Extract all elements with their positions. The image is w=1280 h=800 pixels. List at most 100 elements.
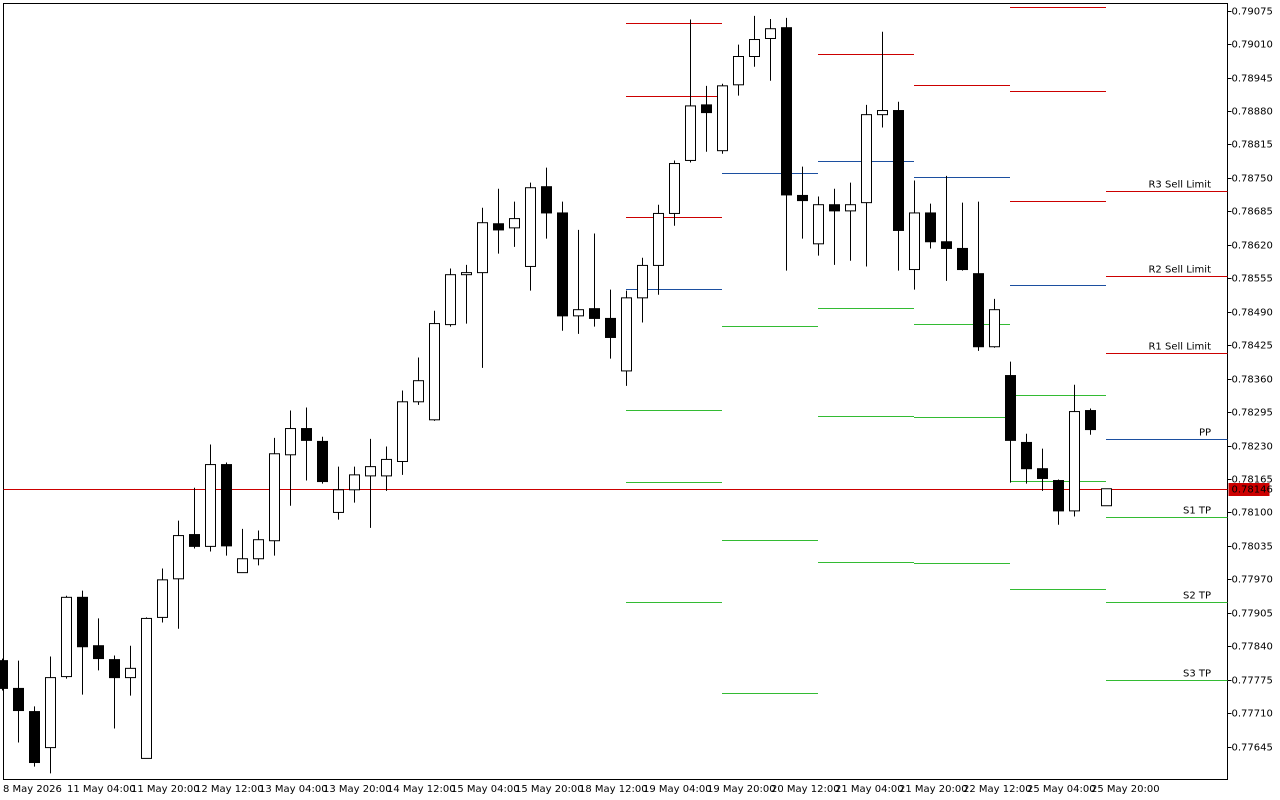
candle-body <box>669 163 680 214</box>
candle-body <box>477 222 488 274</box>
candle-body <box>717 85 728 152</box>
candle-body <box>685 105 696 161</box>
candle-body <box>797 194 808 202</box>
candle-body <box>237 558 248 574</box>
y-tick-label: 0.78685 <box>1232 207 1273 218</box>
candle-body <box>621 297 632 372</box>
candle-body <box>653 212 664 266</box>
candle-body <box>733 56 744 86</box>
candle-body <box>221 464 232 547</box>
x-tick-label: 18 May 12:00 <box>579 784 648 795</box>
candle-body <box>109 659 120 679</box>
x-tick-label: 19 May 20:00 <box>707 784 776 795</box>
x-tick-label: 8 May 2026 <box>3 784 62 795</box>
candle-body <box>557 212 568 317</box>
x-tick-label: 11 May 04:00 <box>67 784 136 795</box>
candle-body <box>381 458 392 477</box>
candle-body <box>1037 468 1048 479</box>
x-tick-label: 25 May 20:00 <box>1091 784 1160 795</box>
candle-body <box>765 28 776 39</box>
candle-body <box>541 186 552 214</box>
candle-body <box>637 264 648 299</box>
x-tick-label: 13 May 20:00 <box>323 784 392 795</box>
candle-body <box>205 464 216 547</box>
pivot-label: R2 Sell Limit <box>1148 265 1211 276</box>
candle-body <box>269 453 280 542</box>
candle-body <box>1053 480 1064 512</box>
pivot-label: PP <box>1199 428 1211 439</box>
candle-body <box>925 212 936 243</box>
y-tick-label: 0.78880 <box>1232 107 1273 118</box>
candle-body <box>1005 375 1016 441</box>
y-tick-label: 0.78815 <box>1232 140 1273 151</box>
x-tick-label: 21 May 04:00 <box>835 784 904 795</box>
candle-body <box>445 274 456 326</box>
candle-body <box>589 308 600 319</box>
y-tick-label: 0.78165 <box>1232 475 1273 486</box>
candle-body <box>349 474 360 491</box>
candle-body <box>397 401 408 462</box>
candle-body <box>973 273 984 348</box>
y-tick-label: 0.77905 <box>1232 609 1273 620</box>
candle-body <box>125 667 136 679</box>
candle-body <box>173 535 184 580</box>
pivot-label: R3 Sell Limit <box>1148 180 1211 191</box>
candle-body <box>605 317 616 338</box>
candle-body <box>877 110 888 116</box>
candle-body <box>253 539 264 560</box>
y-tick-label: 0.78490 <box>1232 308 1273 319</box>
candle-body <box>29 711 40 764</box>
candle-body <box>301 428 312 441</box>
x-tick-label: 11 May 20:00 <box>131 784 200 795</box>
candle-body <box>861 114 872 204</box>
pivot-label: R1 Sell Limit <box>1148 342 1211 353</box>
y-tick-label: 0.78035 <box>1232 542 1273 553</box>
x-tick-label: 21 May 20:00 <box>899 784 968 795</box>
x-tick-label: 14 May 12:00 <box>387 784 456 795</box>
pivot-label: S2 TP <box>1183 591 1211 602</box>
candle-body <box>781 27 792 196</box>
y-tick-label: 0.78230 <box>1232 442 1273 453</box>
y-tick-label: 0.77840 <box>1232 642 1273 653</box>
candle-body <box>413 380 424 403</box>
x-tick-label: 20 May 12:00 <box>771 784 840 795</box>
y-tick-label: 0.79075 <box>1232 7 1273 18</box>
candle-body <box>461 272 472 276</box>
candle-body <box>1069 411 1080 512</box>
candle-body <box>909 212 920 271</box>
x-tick-label: 15 May 20:00 <box>515 784 584 795</box>
candle-body <box>573 309 584 317</box>
candle-body <box>317 440 328 483</box>
candle-body <box>749 39 760 58</box>
plot-frame <box>3 3 1228 780</box>
candle-body <box>157 579 168 618</box>
candle-body <box>989 309 1000 348</box>
candle-body <box>941 241 952 249</box>
y-tick-label: 0.78750 <box>1232 174 1273 185</box>
y-tick-label: 0.78295 <box>1232 408 1273 419</box>
x-tick-label: 22 May 12:00 <box>963 784 1032 795</box>
y-tick-label: 0.78945 <box>1232 74 1273 85</box>
candle-body <box>77 596 88 648</box>
candle-body <box>1085 410 1096 431</box>
current-price-label: 0.78146 <box>1232 485 1273 496</box>
candle-body <box>333 489 344 513</box>
current-price-tag <box>1228 483 1270 496</box>
candle-body <box>701 104 712 114</box>
y-tick-label: 0.77970 <box>1232 575 1273 586</box>
candle-body <box>1101 488 1112 507</box>
candle-body <box>509 218 520 229</box>
candle-body <box>141 617 152 759</box>
y-tick-label: 0.77710 <box>1232 709 1273 720</box>
candle-body <box>845 204 856 212</box>
pivot-label: S3 TP <box>1183 669 1211 680</box>
y-tick-label: 0.78100 <box>1232 508 1273 519</box>
y-tick-label: 0.79010 <box>1232 40 1273 51</box>
y-tick-label: 0.78425 <box>1232 341 1273 352</box>
y-tick-label: 0.77645 <box>1232 743 1273 754</box>
candle-body <box>813 204 824 245</box>
y-tick-label: 0.78555 <box>1232 274 1273 285</box>
y-tick-label: 0.77775 <box>1232 676 1273 687</box>
